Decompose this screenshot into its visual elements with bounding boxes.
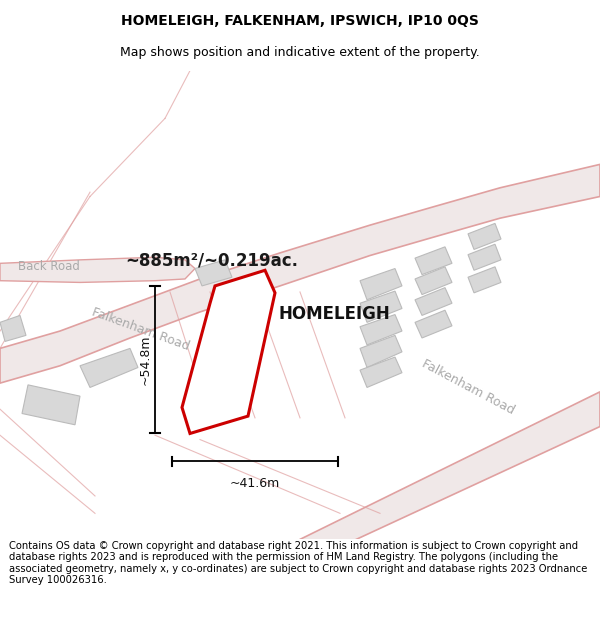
Polygon shape: [80, 348, 138, 388]
Polygon shape: [0, 258, 195, 282]
Polygon shape: [0, 316, 26, 341]
Polygon shape: [195, 260, 232, 286]
Polygon shape: [468, 244, 501, 270]
Polygon shape: [300, 392, 600, 566]
Text: Falkenham Road: Falkenham Road: [420, 357, 517, 418]
Polygon shape: [415, 310, 452, 338]
Text: ~885m²/~0.219ac.: ~885m²/~0.219ac.: [125, 251, 298, 269]
Polygon shape: [468, 223, 501, 249]
Text: Map shows position and indicative extent of the property.: Map shows position and indicative extent…: [120, 46, 480, 59]
Polygon shape: [182, 270, 275, 434]
Polygon shape: [0, 164, 600, 383]
Polygon shape: [360, 291, 402, 322]
Polygon shape: [360, 336, 402, 367]
Text: Contains OS data © Crown copyright and database right 2021. This information is : Contains OS data © Crown copyright and d…: [9, 541, 587, 586]
Text: HOMELEIGH: HOMELEIGH: [278, 305, 390, 323]
Polygon shape: [22, 385, 80, 425]
Text: Back Road: Back Road: [18, 260, 80, 273]
Text: ~54.8m: ~54.8m: [139, 334, 151, 385]
Polygon shape: [468, 267, 501, 293]
Polygon shape: [415, 267, 452, 294]
Text: ~41.6m: ~41.6m: [230, 477, 280, 490]
Text: Falkenham Road: Falkenham Road: [90, 306, 191, 353]
Polygon shape: [360, 269, 402, 300]
Text: HOMELEIGH, FALKENHAM, IPSWICH, IP10 0QS: HOMELEIGH, FALKENHAM, IPSWICH, IP10 0QS: [121, 14, 479, 28]
Polygon shape: [360, 357, 402, 388]
Polygon shape: [415, 288, 452, 316]
Polygon shape: [360, 314, 402, 345]
Polygon shape: [415, 247, 452, 274]
